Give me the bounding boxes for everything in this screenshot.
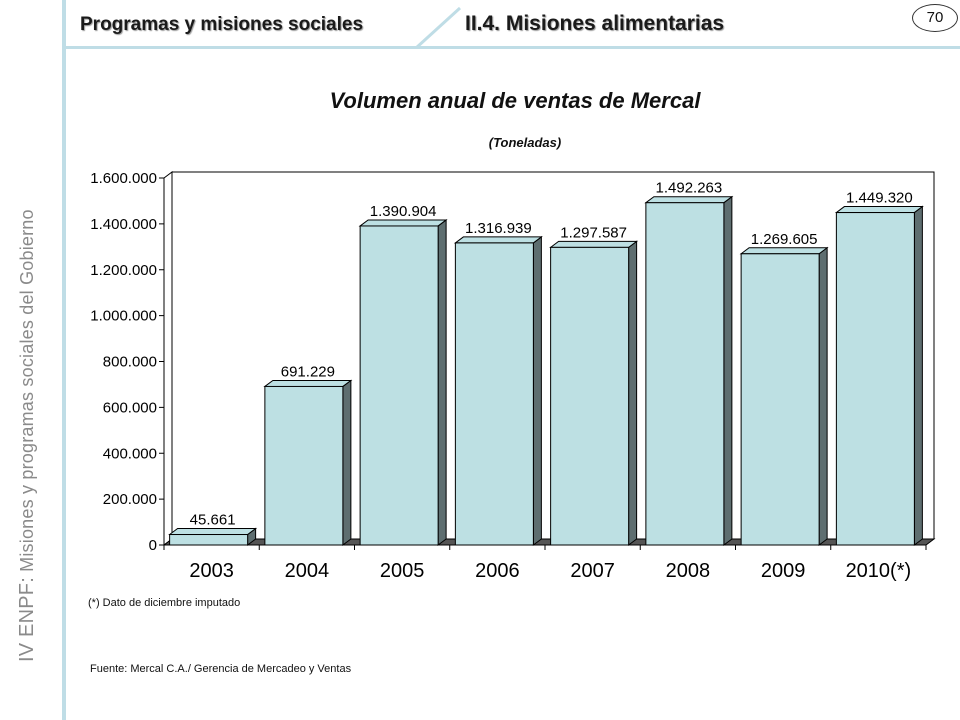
- bar-value-label: 1.449.320: [846, 190, 913, 207]
- chart-subtitle: (Toneladas): [488, 135, 562, 150]
- plot-left-wall: [163, 171, 173, 546]
- y-tick-label: 1.400.000: [90, 216, 157, 233]
- y-tick-label: 200.000: [103, 491, 157, 508]
- y-tick-label: 1.200.000: [90, 262, 157, 279]
- header-rule: [66, 46, 960, 49]
- bar-top: [549, 240, 639, 248]
- bar: [835, 212, 915, 546]
- bar: [264, 385, 344, 546]
- bar-value-label: 1.269.605: [751, 231, 818, 248]
- y-tick-label: 0: [149, 537, 157, 554]
- x-category-label: 2003: [189, 560, 234, 582]
- bar-top: [453, 236, 543, 244]
- bar-value-label: 691.229: [281, 363, 335, 380]
- bar-value-label: 1.390.904: [370, 203, 437, 220]
- bar-side: [818, 246, 828, 546]
- bar-top: [358, 219, 448, 227]
- bar-side: [437, 218, 447, 546]
- bar-top: [644, 196, 734, 204]
- bar-value-label: 45.661: [190, 512, 236, 529]
- bar-value-label: 1.316.939: [465, 220, 532, 237]
- bar-side: [723, 195, 733, 546]
- y-tick-label: 800.000: [103, 354, 157, 371]
- bar: [454, 242, 534, 546]
- bar-side: [913, 205, 923, 546]
- bar: [645, 202, 725, 546]
- bar-value-label: 1.492.263: [656, 180, 723, 197]
- section-title: Programas y misiones sociales: [80, 14, 364, 35]
- bar: [740, 253, 820, 546]
- y-tick-label: 1.600.000: [90, 170, 157, 187]
- subsection-title: II.4. Misiones alimentarias: [465, 12, 725, 35]
- bar-value-label: 1.297.587: [560, 224, 627, 241]
- bar-top: [834, 206, 924, 214]
- x-category-label: 2004: [285, 560, 330, 582]
- x-category-label: 2005: [380, 560, 425, 582]
- x-category-label: 2010(*): [846, 560, 912, 582]
- x-category-label: 2007: [570, 560, 615, 582]
- x-category-label: 2009: [761, 560, 806, 582]
- x-category-label: 2006: [475, 560, 520, 582]
- bar-top: [263, 379, 353, 387]
- bar: [169, 534, 249, 546]
- bar-side: [342, 379, 352, 546]
- y-tick-label: 400.000: [103, 445, 157, 462]
- footnote: (*) Dato de diciembre imputado: [88, 597, 241, 609]
- page-number-badge: 70: [912, 4, 958, 32]
- bar-side: [532, 235, 542, 546]
- y-tick-label: 600.000: [103, 399, 157, 416]
- x-category-label: 2008: [666, 560, 711, 582]
- bar: [359, 225, 439, 546]
- bar: [550, 246, 630, 546]
- bar-side: [628, 240, 638, 546]
- left-accent-bar: [62, 0, 66, 720]
- chart-title: Volumen anual de ventas de Mercal: [329, 88, 701, 113]
- source-note: Fuente: Mercal C.A./ Gerencia de Mercade…: [90, 663, 352, 675]
- header-divider: [414, 6, 462, 50]
- y-tick-label: 1.000.000: [90, 308, 157, 325]
- bar-top: [168, 528, 258, 536]
- bar-top: [739, 247, 829, 255]
